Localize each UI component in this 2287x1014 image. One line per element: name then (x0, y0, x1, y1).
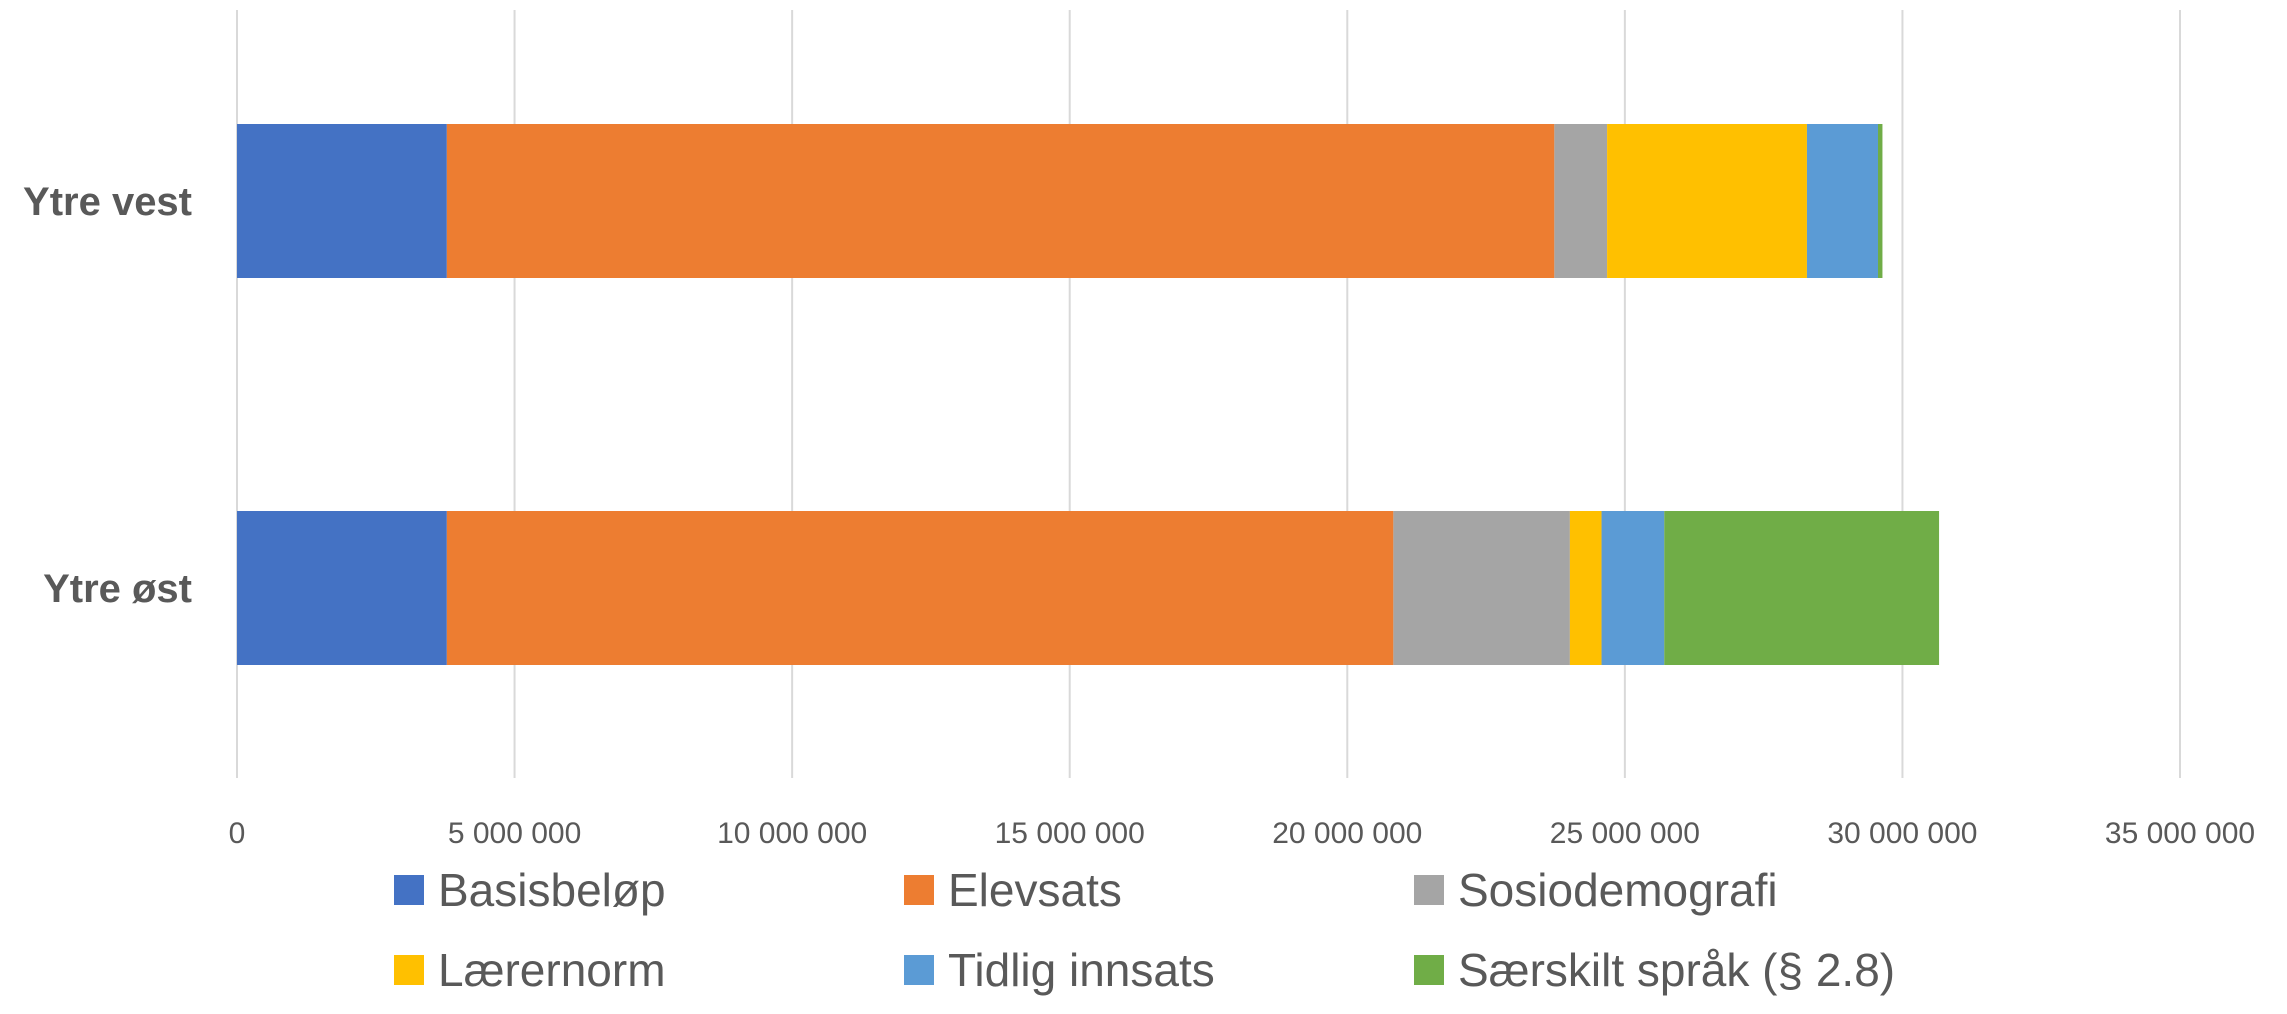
bar-segment (1554, 124, 1608, 278)
legend-label: Elevsats (948, 864, 1122, 916)
x-tick-labels: 0 5 000 000 10 000 000 15 000 000 20 000 000… (229, 817, 2255, 850)
bar-segment (1601, 511, 1665, 665)
x-tick-label: 10 000 000 (717, 817, 867, 850)
legend-swatch (1414, 875, 1444, 905)
x-tick-label: 15 000 000 (995, 817, 1145, 850)
x-tick-label: 5 000 000 (448, 817, 581, 850)
bar-segment (237, 511, 447, 665)
bar-segment (1878, 124, 1883, 278)
category-label: Ytre øst (43, 567, 192, 611)
legend-label: Lærernorm (438, 944, 666, 996)
bars (237, 124, 1940, 665)
legend-swatch (904, 955, 934, 985)
bar-segment (446, 511, 1394, 665)
bar-segment (1607, 124, 1807, 278)
x-tick-label: 35 000 000 (2105, 817, 2255, 850)
category-label: Ytre vest (23, 180, 192, 224)
x-tick-label: 25 000 000 (1550, 817, 1700, 850)
x-tick-label: 20 000 000 (1272, 817, 1422, 850)
legend-swatch (904, 875, 934, 905)
bar-segment (237, 124, 447, 278)
legend-swatch (1414, 955, 1444, 985)
legend-label: Basisbeløp (438, 864, 666, 916)
bar-segment (1393, 511, 1570, 665)
category-labels: Ytre vest Ytre øst (23, 180, 192, 611)
bar-segment (1664, 511, 1940, 665)
bar-segment (446, 124, 1555, 278)
legend-label: Tidlig innsats (948, 944, 1215, 996)
legend-swatch (394, 875, 424, 905)
x-tick-label: 30 000 000 (1827, 817, 1977, 850)
legend-label: Særskilt språk (§ 2.8) (1458, 944, 1895, 996)
legend-label: Sosiodemografi (1458, 864, 1778, 916)
bar-segment (1806, 124, 1879, 278)
legend-swatch (394, 955, 424, 985)
x-tick-label: 0 (229, 817, 246, 850)
legend: Basisbeløp Elevsats Sosiodemografi Lærernor… (394, 864, 1895, 996)
bar-segment (1569, 511, 1602, 665)
